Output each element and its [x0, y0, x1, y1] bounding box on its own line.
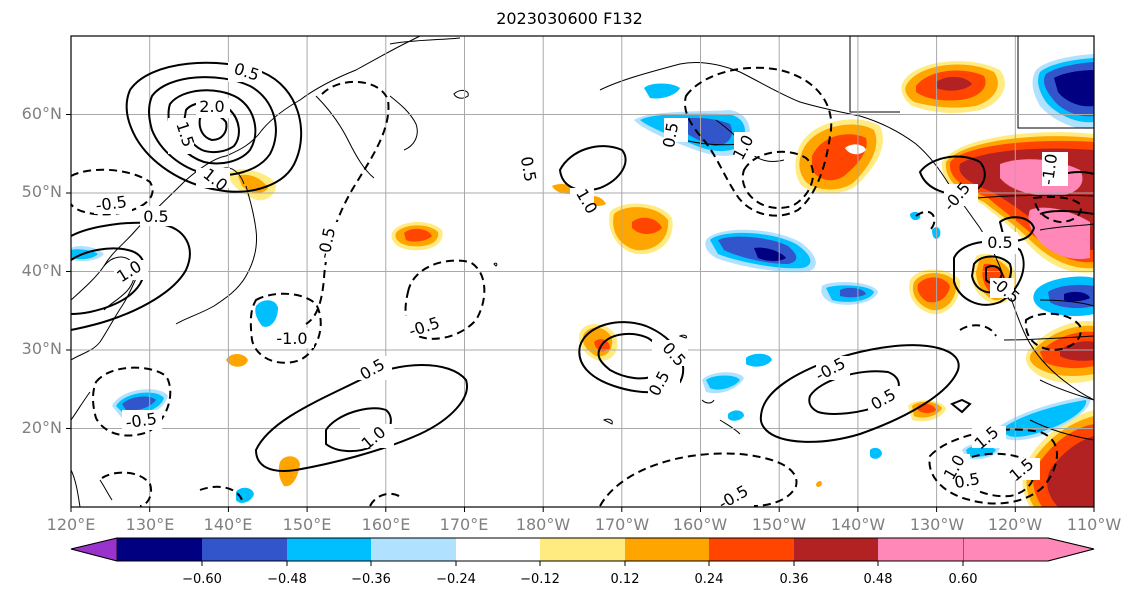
axis-ticks: [66, 114, 1095, 512]
graticule: [71, 36, 1094, 507]
lon-label: 170°W: [594, 515, 650, 534]
lat-label: 50°N: [21, 182, 62, 201]
colorbar-segment: [287, 538, 371, 561]
colorbar-left-arrow: [70, 537, 118, 562]
lon-label: 130°W: [909, 515, 965, 534]
contour-label: 0.5: [143, 207, 168, 226]
negative-contours: [70, 66, 1082, 507]
colorbar-segment: [117, 538, 202, 561]
colorbar-tick-label: 0.36: [779, 572, 809, 587]
lon-label: 110°W: [1066, 515, 1122, 534]
lon-label: 120°E: [46, 515, 96, 534]
colorbar-segment: [202, 538, 287, 561]
colorbar-tick-label: −0.60: [182, 572, 222, 587]
lon-label: 150°W: [751, 515, 807, 534]
contour-label: 0.5: [987, 233, 1012, 252]
contour-label: 2.0: [199, 97, 224, 116]
lon-label: 120°W: [987, 515, 1043, 534]
colorbar-tick-label: −0.12: [520, 572, 560, 587]
contour-label: -1.0: [1038, 152, 1061, 186]
contour-label: -0.5: [94, 192, 128, 215]
colorbar-segment: [878, 538, 963, 561]
lon-label: 140°W: [830, 515, 886, 534]
positive-contours: [70, 61, 1095, 472]
colorbar-tick-label: −0.36: [351, 572, 391, 587]
lat-label: 60°N: [21, 104, 62, 123]
contour-label: -1.0: [276, 329, 307, 348]
coastlines: [70, 35, 1095, 508]
lon-label: 140°E: [203, 515, 253, 534]
lon-label: 160°W: [672, 515, 728, 534]
contour-label: 0.5: [517, 155, 540, 183]
contour-label: -0.5: [124, 409, 158, 432]
colorbar-tick-label: 0.24: [694, 572, 724, 587]
colorbar-segment: [709, 538, 794, 561]
colorbar-segment: [794, 538, 878, 561]
colorbar-segment: [371, 538, 456, 561]
lon-label: 170°E: [439, 515, 489, 534]
colorbar-right-arrow: [962, 537, 1095, 562]
lon-label: 180°W: [515, 515, 571, 534]
lon-label: 130°E: [125, 515, 175, 534]
lat-label: 20°N: [21, 418, 62, 437]
colorbar-tick-label: −0.48: [267, 572, 307, 587]
colorbar-segment: [540, 538, 625, 561]
colorbar-tick-label: 0.12: [610, 572, 640, 587]
contour-label-masks: [94, 62, 1068, 506]
colorbar-outline: [70, 537, 1095, 562]
lat-label: 30°N: [21, 339, 62, 358]
colorbar-segment: [625, 538, 709, 561]
colorbar-tick-label: 0.60: [948, 572, 978, 587]
map-title: 2023030600 F132: [496, 9, 643, 28]
lon-label: 150°E: [282, 515, 332, 534]
contour-label: 0.5: [953, 469, 981, 492]
contour-label: 0.5: [659, 121, 682, 149]
colorbar: [70, 537, 1095, 566]
colorbar-tick-label: −0.24: [436, 572, 476, 587]
lat-label: 40°N: [21, 261, 62, 280]
lon-label: 160°E: [361, 515, 411, 534]
colorbar-segment: [456, 538, 540, 561]
colorbar-tick-label: 0.48: [863, 572, 893, 587]
